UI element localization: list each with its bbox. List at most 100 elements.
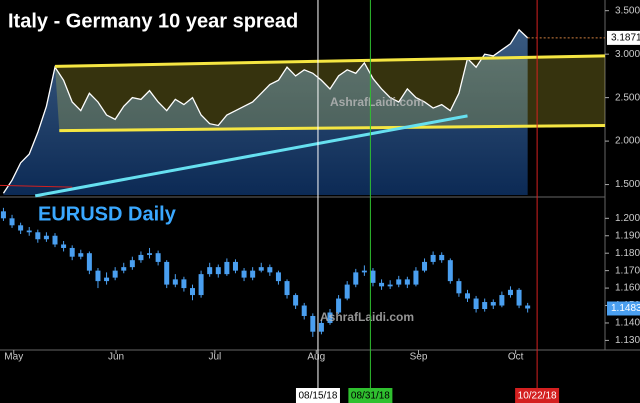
candle-body	[275, 272, 281, 282]
y-tick-label: 1.1700	[615, 265, 640, 276]
y-tick-label: 1.1900	[615, 230, 640, 241]
candle-body	[121, 267, 127, 271]
candle-body	[353, 272, 359, 285]
date-flag-label: 08/31/18	[351, 391, 390, 402]
candle-body	[52, 235, 58, 245]
candle-body	[422, 261, 428, 271]
x-tick-label: Jun	[108, 352, 124, 363]
candle-body	[258, 267, 264, 271]
candle-body	[396, 279, 402, 285]
y-tick-label: 1.1400	[615, 318, 640, 329]
watermark: AshrafLaidi.com	[320, 310, 414, 324]
candle-body	[181, 279, 187, 289]
candle-body	[112, 270, 118, 278]
y-tick-label: 2.5000	[615, 92, 640, 103]
candle-body	[387, 284, 393, 287]
candle-body	[172, 279, 178, 285]
last-value-box	[607, 301, 640, 316]
channel-line	[59, 123, 606, 133]
candle-body	[336, 298, 342, 313]
date-flag	[295, 388, 340, 403]
date-flag-label: 10/22/18	[518, 391, 557, 402]
candle-body	[232, 261, 238, 271]
candle-body	[104, 277, 110, 282]
x-tick-label: Aug	[307, 352, 325, 363]
candle-body	[301, 305, 307, 316]
candle-body	[207, 267, 213, 275]
x-tick-label: Oct	[508, 352, 524, 363]
chart-title: EURUSD Daily	[38, 203, 177, 225]
line	[2, 28, 529, 194]
channel-fill	[55, 55, 605, 131]
candle-body	[370, 270, 376, 283]
candle-body	[78, 253, 84, 257]
channel-line	[54, 54, 606, 68]
candle-body	[473, 298, 479, 310]
candle-body	[250, 270, 256, 278]
candle-body	[9, 218, 15, 226]
x-tick-label: Jul	[208, 352, 221, 363]
candle-body	[215, 267, 221, 275]
candle-body	[413, 270, 419, 285]
candle-body	[447, 260, 453, 282]
candle-body	[190, 288, 195, 296]
candle-body	[318, 322, 324, 332]
candle-body	[379, 282, 385, 287]
candle-body	[456, 281, 462, 294]
candle-body	[439, 254, 445, 261]
candle-body	[26, 230, 32, 233]
y-tick-label: 3.0000	[615, 49, 640, 60]
watermark: AshrafLaidi.com	[330, 95, 424, 109]
y-tick-label: 1.5000	[615, 179, 640, 190]
candle-body	[525, 305, 531, 309]
candle-body	[95, 270, 101, 282]
y-tick-label: 1.2000	[615, 213, 640, 224]
candle-body	[18, 225, 24, 231]
y-tick-label: 1.1600	[615, 283, 640, 294]
date-flag-label: 08/15/18	[299, 391, 338, 402]
candle-body	[430, 254, 436, 262]
date-flag	[515, 388, 560, 403]
chart-title: Italy - Germany 10 year spread	[8, 10, 298, 32]
candle-body	[241, 270, 247, 278]
candle-body	[224, 261, 230, 275]
candle-body	[198, 274, 204, 296]
candle-body	[69, 247, 75, 257]
candle-body	[499, 295, 505, 306]
candle-body	[482, 302, 488, 310]
candle-body	[490, 302, 496, 306]
area	[3, 29, 528, 195]
candle-body	[507, 289, 513, 296]
last-value-label: 1.1483	[611, 303, 640, 314]
candle-body	[267, 267, 273, 273]
reference-line	[0, 184, 73, 188]
candle-body	[86, 253, 92, 271]
y-tick-label: 2.0000	[615, 136, 640, 147]
candle-body	[155, 253, 161, 262]
candle-body	[361, 270, 367, 273]
x-tick-label: Sep	[410, 352, 428, 363]
y-tick-label: 1.1800	[615, 248, 640, 259]
candle-body	[404, 279, 410, 285]
candle-body	[43, 235, 49, 240]
candle-body	[516, 289, 522, 306]
candle-body	[138, 254, 144, 261]
candle-body	[61, 244, 67, 248]
candle-body	[310, 315, 316, 332]
candle-body	[284, 281, 290, 296]
y-tick-label: 3.5000	[615, 5, 640, 16]
x-tick-label: May	[4, 352, 23, 363]
candle-body	[35, 232, 41, 240]
date-flag	[348, 388, 393, 403]
candle-body	[293, 295, 299, 306]
candle-body	[465, 293, 470, 299]
last-value-box	[607, 30, 640, 45]
candle-body	[147, 253, 153, 255]
candle-body	[0, 211, 6, 219]
candle-body	[129, 260, 135, 268]
last-value-label: 3.1871	[611, 33, 640, 44]
candle-body	[344, 284, 350, 299]
trendline	[34, 114, 468, 198]
